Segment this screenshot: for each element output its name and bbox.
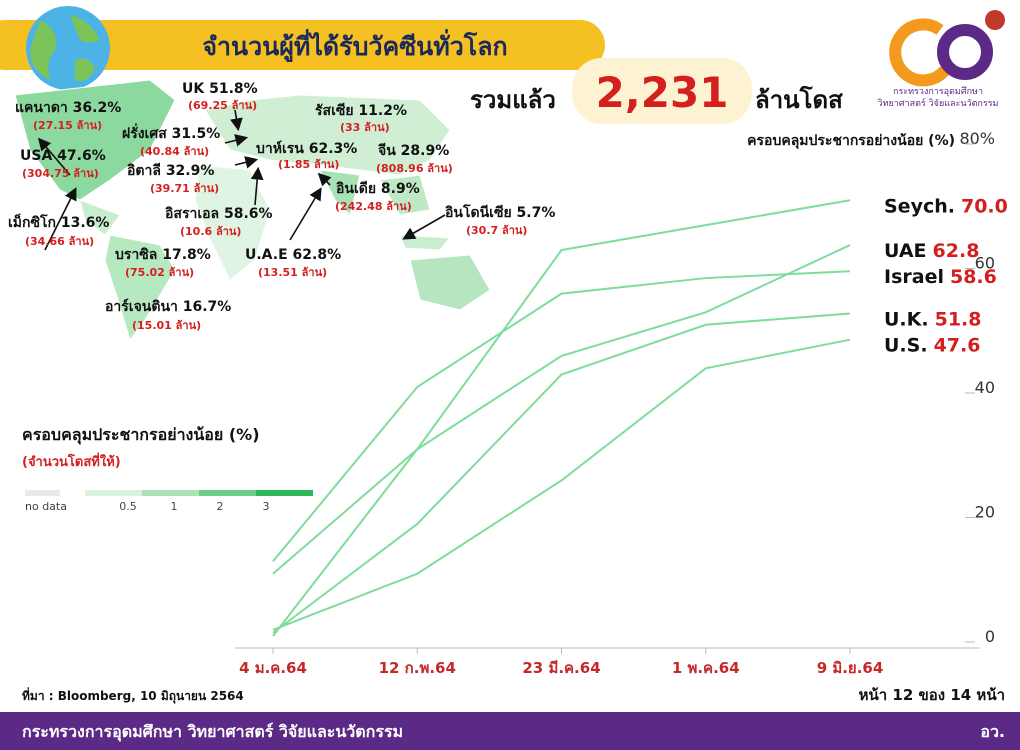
y-tick-label: 20 [975,503,995,522]
legend-tick-label: 1 [171,500,178,513]
total: 2,231 [596,68,729,117]
value-label: 58.6 [950,266,997,288]
legend-tick-label: 2 [217,500,224,513]
total-prefix: รวมแล้ว [470,86,556,114]
country-label: รัสเซีย 11.2% [315,103,407,119]
value-label: 70.0 [961,195,1008,217]
series-line [272,199,851,637]
x-tick-label: 4 ม.ค.64 [239,659,307,677]
x-tick-label: 1 พ.ค.64 [672,659,740,677]
arrow [402,214,446,240]
y-tick-label: 60 [975,254,995,273]
title-bar [0,20,605,70]
legend-title: ครอบคลุมประชากรอย่างน้อย (%) [22,425,260,445]
country-doses: (69.25 ล้าน) [188,99,257,112]
logo-text: กระทรวงการอุดมศึกษา [893,86,983,97]
legend-swatch [85,490,142,496]
arrow [250,166,264,206]
legend-swatch [25,490,60,496]
country-doses: (33 ล้าน) [340,121,390,134]
legend-tick-label: 0.5 [119,500,137,513]
title: จำนวนผู้ที่ได้รับวัคซีนทั่วโลก [202,29,507,63]
series-label: U.S. [884,335,928,357]
arrow [230,109,243,132]
footer-abbr: อว. [980,722,1005,741]
y-tick-label: 0 [985,627,995,646]
value-label: 47.6 [934,335,981,357]
country-doses: (10.6 ล้าน) [180,225,241,238]
arrow [224,134,249,147]
series-line [272,312,851,634]
legend-no-data: no data [25,500,67,513]
country-label: บาห์เรน 62.3% [256,140,357,157]
total-suffix: ล้านโดส [755,85,843,114]
legend-swatch [142,490,199,496]
country-doses: (1.85 ล้าน) [278,158,339,171]
country-label: อินโดนีเซีย 5.7% [444,203,555,221]
globe-land [30,15,100,82]
country-doses: (39.71 ล้าน) [150,182,219,195]
country-doses: (808.96 ล้าน) [376,162,453,175]
country-label: U.A.E 62.8% [245,247,341,263]
value-label: 51.8 [935,309,982,331]
country-doses: (242.48 ล้าน) [335,200,412,213]
country-doses: (15.01 ล้าน) [132,319,201,332]
series-line [272,270,851,562]
world-map [14,79,491,342]
x-tick-label: 9 มิ.ย.64 [817,659,884,677]
arrow [37,137,71,176]
footer-ministry: กระทรวงการอุดมศึกษา วิทยาศาสตร์ วิจัยและ… [22,722,403,742]
series-line [272,338,851,631]
country-label: USA 47.6% [20,148,106,164]
country-label: เม็กซิโก 13.6% [8,213,109,231]
series-label: Seych. [884,195,955,217]
series-line [272,244,851,575]
country-label: ฝรั่งเศส 31.5% [122,123,220,142]
series-label: Israel [884,266,944,288]
x-tick-label: 12 ก.พ.64 [379,659,456,677]
country-doses: (75.02 ล้าน) [125,266,194,279]
arrow [289,187,322,241]
total-pill [572,58,752,124]
y-tick-label: 80% [959,129,995,148]
country-doses: (30.7 ล้าน) [466,224,527,237]
source: ที่มา : Bloomberg, 10 มิถุนายน 2564 [22,687,244,704]
country-doses: (304.75 ล้าน) [22,167,99,180]
logo-text: วิทยาศาสตร์ วิจัยและนวัตกรรม [878,97,999,109]
arrow [44,187,77,251]
value-label: 62.8 [933,240,980,262]
y-tick-label: 40 [975,378,995,397]
y-axis-title: ครอบคลุมประชากรอย่างน้อย (%) [747,133,955,149]
country-label: UK 51.8% [182,81,258,97]
country-label: อิสราเอล 58.6% [164,206,272,222]
footer-bar [0,712,1020,750]
arrow [317,172,332,187]
country-doses: (27.15 ล้าน) [33,119,102,132]
country-label: บราซิล 17.8% [115,247,211,263]
legend-tick-label: 3 [263,500,270,513]
legend-swatch [199,490,256,496]
country-doses: (13.51 ล้าน) [258,266,327,279]
country-label: อินเดีย 8.9% [335,181,419,197]
country-label: อาร์เจนตินา 16.7% [105,298,231,315]
country-label: แคนาดา 36.2% [15,100,121,116]
country-label: จีน 28.9% [377,143,449,159]
legend-swatch [256,490,313,496]
page-number: หน้า 12 ของ 14 หน้า [859,686,1005,704]
logo [889,10,1005,87]
x-tick-label: 23 มี.ค.64 [522,659,600,677]
country-doses: (40.84 ล้าน) [140,145,209,158]
country-label: อิตาลี 32.9% [126,163,214,179]
legend-subtitle: (จำนวนโดสที่ให้) [22,452,121,470]
series-label: U.K. [884,309,929,331]
country-doses: (34.66 ล้าน) [25,235,94,248]
series-label: UAE [884,240,927,262]
arrow [234,156,259,169]
